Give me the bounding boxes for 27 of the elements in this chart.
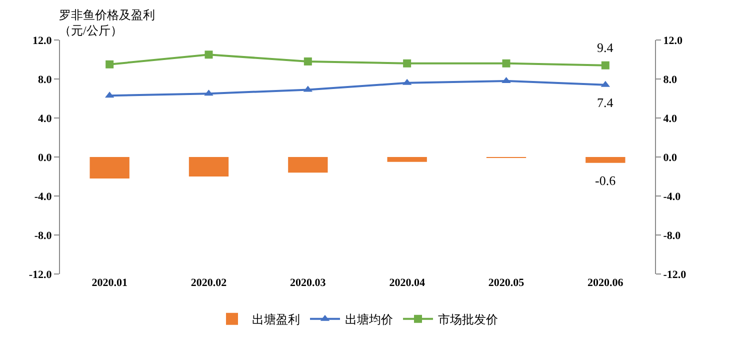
x-tick-label: 2020.05 [488,277,525,289]
y-tick-label: 8.0 [38,74,52,86]
y2-tick-label: 8.0 [663,74,678,86]
x-tick-label: 2020.02 [190,277,228,289]
y-tick-label: -8.0 [34,230,52,242]
legend-label: 出塘均价 [345,312,393,327]
y-tick-label: 12.0 [32,34,52,47]
data-label: 9.4 [597,40,614,55]
x-tick-label: 2020.06 [588,277,624,289]
y2-tick-label: -8.0 [663,230,682,242]
legend-label: 出塘盈利 [252,312,300,327]
y-tick-label: 4.0 [38,112,52,125]
legend-label: 市场批发价 [438,312,498,327]
data-label: -0.6 [595,173,616,188]
y-tick-label: -12.0 [28,268,52,281]
x-tick-label: 2020.03 [290,277,326,289]
y-tick-label: -4.0 [34,190,52,203]
y-tick-label: 0.0 [38,152,52,164]
x-tick-label: 2020.01 [92,277,128,289]
y-axis-title: 罗非鱼价格及盈利（元/公斤） [59,8,155,38]
data-label: 7.4 [597,95,614,110]
y2-tick-label: 12.0 [663,34,683,47]
y2-tick-label: -4.0 [663,190,682,203]
x-tick-label: 2020.04 [389,277,426,289]
y2-tick-label: 4.0 [663,112,678,125]
y2-tick-label: 0.0 [663,152,678,164]
y2-tick-label: -12.0 [663,268,687,281]
